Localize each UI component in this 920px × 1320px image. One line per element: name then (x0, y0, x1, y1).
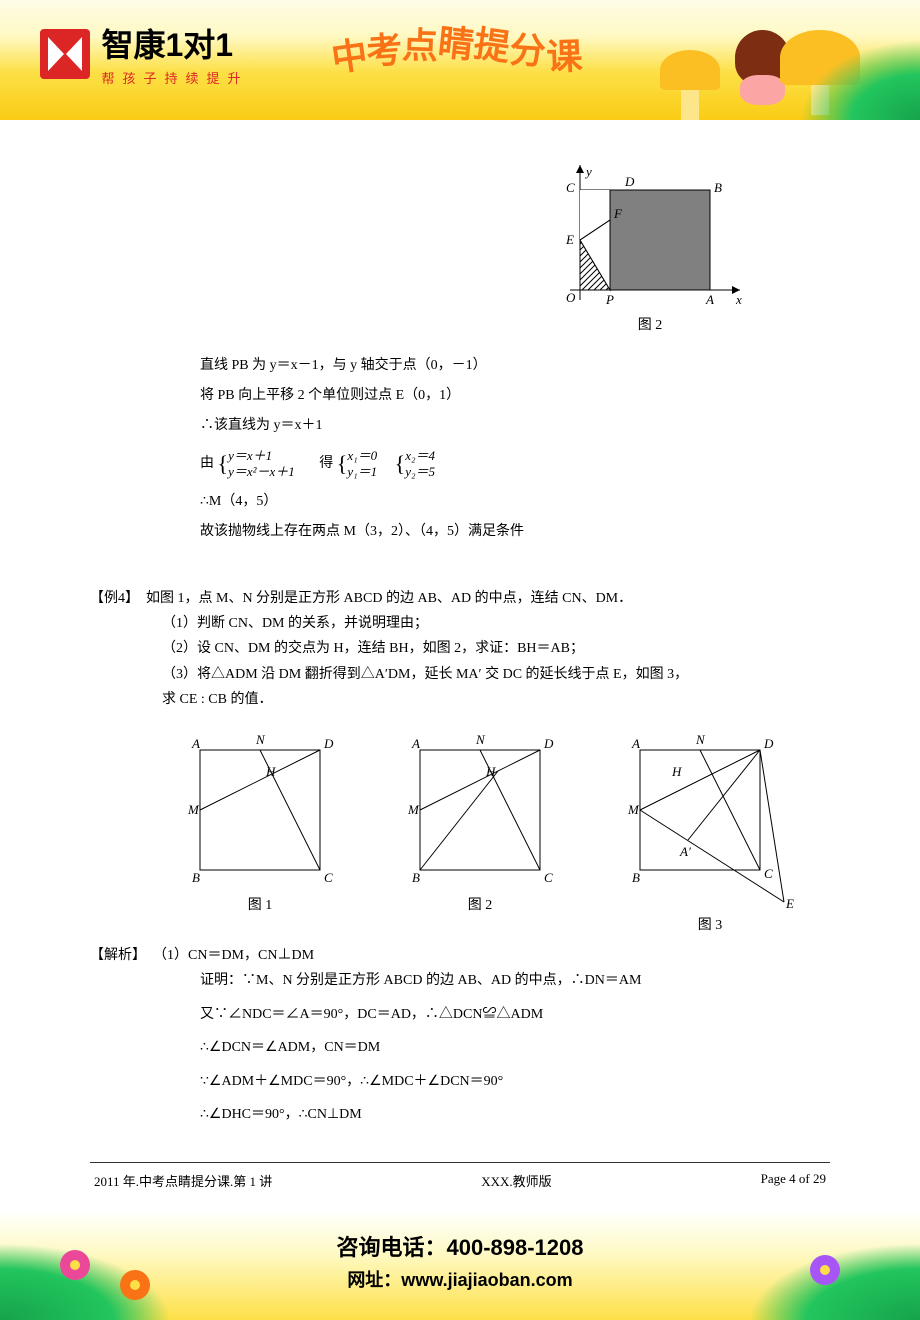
logo-main-text: 智康1对1 (102, 20, 249, 66)
logo-icon (40, 29, 90, 79)
svg-text:H: H (485, 764, 496, 779)
svg-text:H: H (265, 764, 276, 779)
svg-text:D: D (543, 736, 554, 751)
figure-2-caption: 图 2 (470, 314, 830, 334)
figure-ex4-3: A N D M B C H A′ E 图 3 (620, 730, 800, 934)
svg-text:C: C (324, 870, 333, 885)
ex4-intro: 【例4】 如图 1，点 M、N 分别是正方形 ABCD 的边 AB、AD 的中点… (90, 586, 830, 611)
svg-text:B: B (412, 870, 420, 885)
logo-sub-text: 帮孩子持续提升 (102, 68, 249, 87)
ex4-p1: （1）判断 CN、DM 的关系，并说明理由； (162, 611, 830, 636)
svg-text:F: F (613, 206, 623, 221)
svg-text:B: B (632, 870, 640, 885)
svg-text:E: E (785, 896, 794, 910)
figures-row: A N D M B C H 图 1 A N D (150, 730, 830, 934)
svg-text:A: A (191, 736, 200, 751)
analysis-line: 证明：∵M、N 分别是正方形 ABCD 的边 AB、AD 的中点，∴DN＝AM (200, 964, 830, 998)
ex4-p3: （3）将△ADM 沿 DM 翻折得到△A′DM，延长 MA′ 交 DC 的延长线… (162, 662, 830, 687)
bottom-banner: 咨询电话：400-898-1208 网址：www.jiajiaoban.com (0, 1210, 920, 1320)
analysis-section: 【解析】 （1）CN＝DM，CN⊥DM 证明：∵M、N 分别是正方形 ABCD … (90, 944, 830, 1132)
svg-text:y: y (584, 164, 592, 179)
analysis-line: ∴∠DHC＝90°，∴CN⊥DM (200, 1098, 830, 1132)
figure-ex4-1: A N D M B C H 图 1 (180, 730, 340, 934)
math-derivation: 直线 PB 为 y＝x－1，与 y 轴交于点（0，－1） 将 PB 向上平移 2… (200, 352, 830, 546)
math-line: 直线 PB 为 y＝x－1，与 y 轴交于点（0，－1） (200, 352, 830, 380)
ex4-p3b: 求 CE : CB 的值． (162, 687, 830, 712)
figure-2: y O C D B E F P A x 图 2 (470, 160, 830, 334)
svg-text:A: A (411, 736, 420, 751)
svg-text:C: C (764, 866, 773, 881)
svg-text:C: C (544, 870, 553, 885)
svg-text:A′: A′ (679, 844, 691, 859)
svg-text:O: O (566, 290, 576, 305)
svg-text:N: N (255, 732, 266, 747)
svg-text:M: M (407, 802, 420, 817)
svg-text:B: B (192, 870, 200, 885)
ex4-p2: （2）设 CN、DM 的交点为 H，连结 BH，如图 2，求证：BH＝AB； (162, 636, 830, 661)
svg-text:P: P (605, 292, 614, 307)
footer-center: XXX.教师版 (481, 1171, 551, 1190)
svg-text:C: C (566, 180, 575, 195)
math-line: ∴M（4，5） (200, 488, 830, 516)
svg-text:H: H (671, 764, 682, 779)
footer-right: Page 4 of 29 (761, 1171, 826, 1190)
footer-divider (90, 1162, 830, 1163)
figure-2-svg: y O C D B E F P A x (550, 160, 750, 310)
logo: 智康1对1 帮孩子持续提升 (40, 20, 249, 87)
page-content: y O C D B E F P A x 图 2 直线 PB 为 y＝x－1，与 … (0, 120, 920, 1210)
analysis-line: 又∵∠NDC＝∠A＝90°，DC＝AD，∴△DCN≌△ADM (200, 998, 830, 1032)
svg-text:A: A (631, 736, 640, 751)
svg-text:D: D (323, 736, 334, 751)
svg-text:M: M (187, 802, 200, 817)
math-line: 故该抛物线上存在两点 M（3，2）、（4，5）满足条件 (200, 518, 830, 546)
footer-left: 2011 年.中考点睛提分课.第 1 讲 (94, 1171, 272, 1190)
math-line: 由 {y＝x＋1y＝x²－x＋1 得 {x₁＝0y₁＝1 {x₂＝4y₂＝5 (200, 442, 830, 486)
svg-text:A: A (705, 292, 714, 307)
svg-text:M: M (627, 802, 640, 817)
analysis-label: 【解析】 (90, 948, 146, 963)
banner-title: 中考点睛提分课 (330, 20, 582, 72)
svg-text:B: B (714, 180, 722, 195)
banner-decoration (640, 0, 920, 120)
svg-text:D: D (763, 736, 774, 751)
figure-ex4-2: A N D M B C H 图 2 (400, 730, 560, 934)
example-4: 【例4】 如图 1，点 M、N 分别是正方形 ABCD 的边 AB、AD 的中点… (90, 586, 830, 934)
svg-text:x: x (735, 292, 742, 307)
page-footer: 2011 年.中考点睛提分课.第 1 讲 XXX.教师版 Page 4 of 2… (90, 1171, 830, 1190)
math-line: 将 PB 向上平移 2 个单位则过点 E（0，1） (200, 382, 830, 410)
top-banner: 智康1对1 帮孩子持续提升 中考点睛提分课 (0, 0, 920, 120)
svg-text:D: D (624, 174, 635, 189)
svg-text:N: N (475, 732, 486, 747)
analysis-line: ∴∠DCN＝∠ADM，CN＝DM (200, 1031, 830, 1065)
svg-text:N: N (695, 732, 706, 747)
analysis-line: ∵∠ADM＋∠MDC＝90°，∴∠MDC＋∠DCN＝90° (200, 1065, 830, 1099)
svg-text:E: E (565, 232, 574, 247)
math-line: ∴该直线为 y＝x＋1 (200, 412, 830, 440)
